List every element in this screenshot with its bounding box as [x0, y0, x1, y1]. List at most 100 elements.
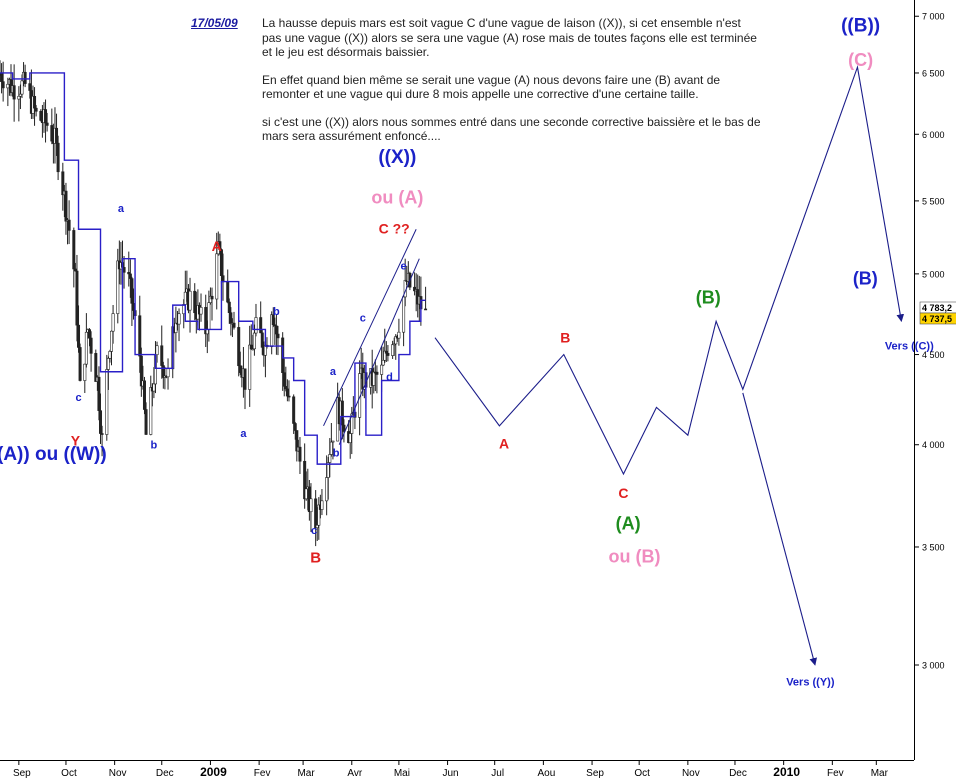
wave-label: Vers ((Y)) — [786, 677, 835, 689]
candle-body — [97, 376, 101, 411]
projection-line — [742, 392, 818, 666]
candle-body — [252, 332, 256, 350]
candle-body — [193, 290, 197, 314]
candle-body — [229, 312, 233, 324]
candle-body — [73, 268, 77, 272]
candle-body — [34, 107, 38, 112]
y-tick-label: 7 000 — [922, 12, 945, 22]
y-tick-label: 3 500 — [922, 542, 945, 552]
candle-body — [182, 304, 186, 315]
annotation-date: 17/05/09 — [191, 16, 238, 30]
wave-label: C ?? — [379, 221, 410, 237]
candle-body — [259, 317, 263, 334]
candle-body — [350, 413, 354, 434]
x-tick-label: Oct — [634, 768, 650, 779]
candle-body — [108, 351, 112, 359]
projection-line — [434, 64, 905, 476]
wave-label: b — [151, 440, 158, 452]
candle-body — [381, 359, 385, 366]
candle-body — [249, 344, 253, 350]
candle-body — [218, 241, 222, 250]
candle-body — [227, 301, 231, 313]
candle-body — [155, 345, 159, 356]
candle-body — [284, 386, 288, 390]
candle-body — [0, 72, 4, 82]
wave-label: ou (A) — [371, 188, 423, 208]
candle-body — [232, 322, 236, 328]
x-tick-label: Mar — [871, 768, 889, 779]
candle-body — [386, 352, 390, 356]
x-tick-label: Nov — [682, 768, 700, 779]
trend-line — [323, 229, 417, 427]
candle-body — [226, 281, 230, 303]
candle-body — [149, 387, 153, 435]
wave-label: Vers ((C)) — [885, 340, 934, 352]
wave-label: (A) — [616, 514, 641, 534]
candle-body — [199, 307, 203, 315]
candle-body — [39, 110, 43, 121]
candle-body — [116, 260, 120, 314]
candle-body — [75, 270, 79, 326]
candle-body — [78, 347, 82, 381]
candle-body — [122, 267, 126, 273]
x-tick-label: Jul — [491, 768, 504, 779]
y-tick-label: 4 500 — [922, 350, 945, 360]
annotation-text: La hausse depuis mars est soit vague C d… — [262, 16, 762, 157]
candle-body — [142, 380, 146, 410]
wave-label: A — [212, 238, 222, 254]
candle-body — [83, 363, 87, 381]
candle-body — [89, 337, 93, 354]
candle-body — [210, 295, 214, 300]
wave-label: B — [310, 549, 321, 566]
candle-body — [248, 344, 252, 390]
x-tick-label: Mai — [394, 768, 410, 779]
candle-body — [254, 317, 258, 334]
y-tick-label: 5 000 — [922, 269, 945, 279]
candle-body — [130, 278, 134, 304]
x-tick-label: Avr — [347, 768, 362, 779]
x-tick-label: 2009 — [200, 765, 227, 779]
candle-body — [380, 364, 384, 375]
candle-body — [99, 410, 103, 434]
x-tick-label: Oct — [61, 768, 77, 779]
annotation-paragraph: si c'est une ((X)) alors nous sommes ent… — [262, 114, 761, 144]
candle-body — [152, 383, 156, 392]
candle-body — [207, 302, 211, 330]
candle-body — [6, 83, 10, 89]
wave-label: A — [499, 436, 509, 452]
candle-body — [72, 230, 76, 270]
candle-body — [285, 388, 289, 397]
wave-label: e — [401, 260, 407, 272]
x-tick-label: 2010 — [773, 765, 800, 779]
x-tick-label: Dec — [156, 768, 174, 779]
annotation-paragraph: En effet quand bien même se serait une v… — [262, 72, 721, 102]
candle-body — [402, 296, 406, 333]
wave-label: (C) — [848, 50, 873, 70]
wave-label: ((B)) — [841, 16, 880, 37]
candle-body — [328, 454, 332, 463]
candle-body — [106, 358, 110, 370]
price-box — [919, 312, 956, 325]
candle-body — [293, 423, 297, 431]
wave-label: a — [330, 366, 337, 378]
candle-body — [188, 290, 192, 311]
chart-series — [0, 64, 905, 666]
trend-line — [338, 258, 420, 445]
wave-label: c — [75, 392, 81, 404]
candle-body — [348, 433, 352, 443]
x-tick-label: Mar — [297, 768, 315, 779]
candle-body — [375, 371, 379, 375]
wave-label: ou (B) — [608, 546, 660, 566]
candle-body — [61, 171, 65, 196]
candle-body — [274, 325, 278, 335]
candle-body — [110, 330, 114, 352]
price-box-label: 4 737,5 — [922, 314, 952, 324]
candle-body — [243, 368, 247, 390]
candle-body — [105, 369, 109, 435]
wave-label: b — [333, 447, 340, 459]
candle-body — [237, 327, 241, 367]
wave-label: c — [360, 312, 366, 324]
wave-label: b — [273, 306, 280, 318]
candle-body — [177, 313, 181, 325]
